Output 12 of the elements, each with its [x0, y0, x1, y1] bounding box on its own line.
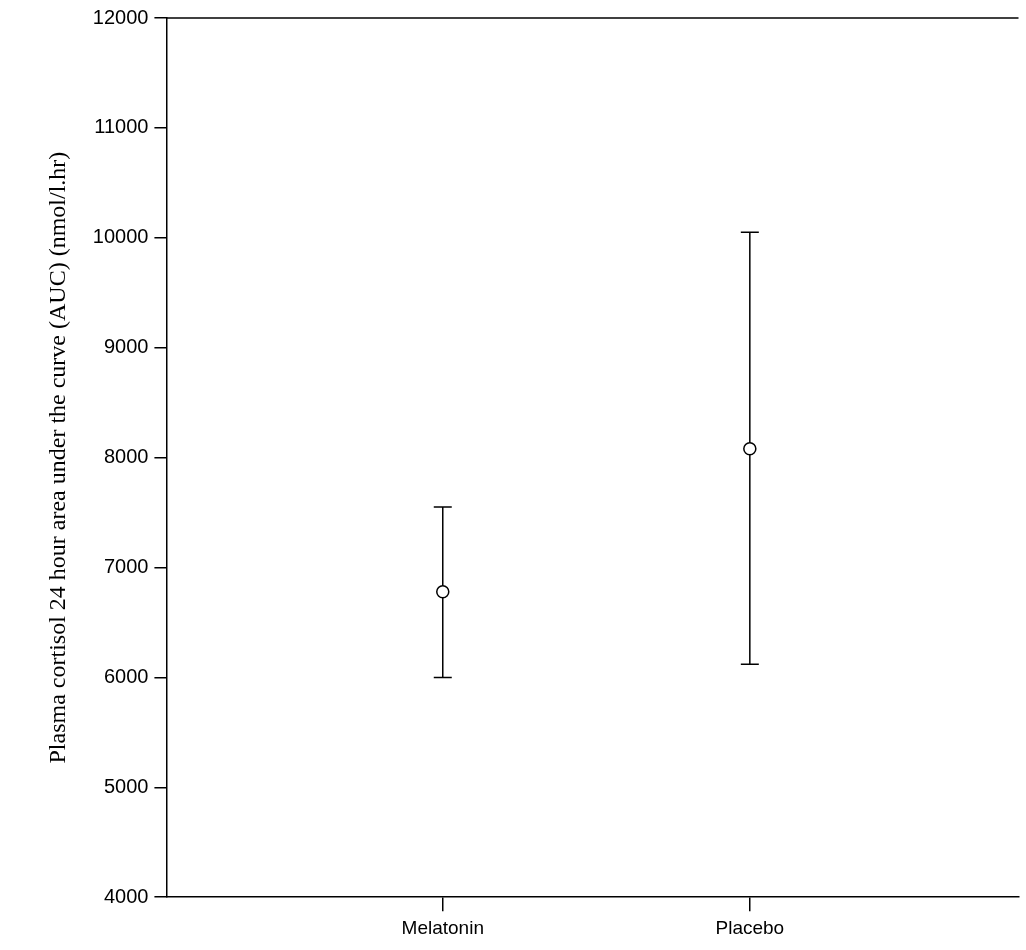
y-tick-label: 8000: [103, 445, 149, 468]
y-axis-title: Plasma cortisol 24 hour area under the curve (AUC) (nmol/l.hr): [43, 151, 70, 764]
y-tick-label: 10000: [92, 225, 149, 248]
y-tick-label: 5000: [103, 774, 149, 797]
x-tick-label: Placebo: [715, 916, 785, 938]
y-tick-label: 4000: [103, 884, 149, 907]
x-tick-label: Melatonin: [401, 916, 484, 938]
y-tick-label: 9000: [103, 335, 149, 358]
y-tick-label: 12000: [92, 5, 149, 28]
y-tick-label: 6000: [103, 664, 149, 687]
y-tick-label: 7000: [103, 555, 149, 578]
y-tick-label: 11000: [94, 115, 149, 138]
